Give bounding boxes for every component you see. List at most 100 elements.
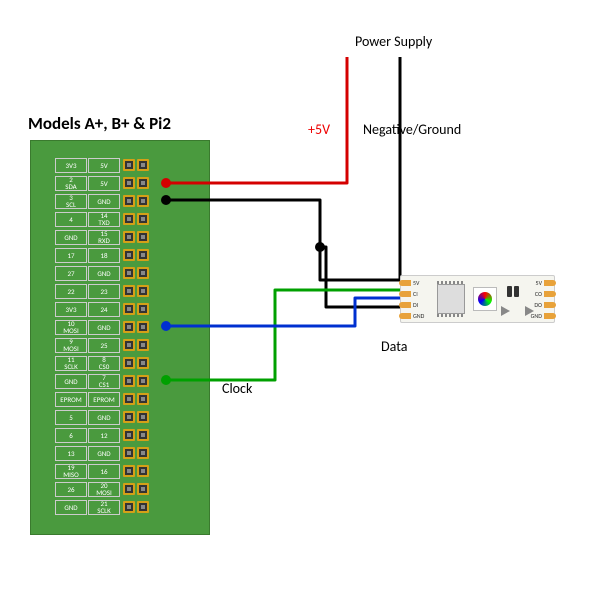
gpio-pin-row: 414 TXD (55, 210, 149, 228)
pin-hole (137, 303, 149, 315)
pin-label-right: 21 SCLK (88, 500, 120, 515)
pin-label-left: 11 SCLK (55, 356, 87, 371)
direction-arrow-icon (525, 306, 534, 316)
pin-label-right: 7 CS1 (88, 374, 120, 389)
gpio-pin-row: 2 SDA5V (55, 174, 149, 192)
pin-label-right: 24 (88, 302, 120, 317)
gpio-pin-rows: 3V35V2 SDA5V3 SCLGND414 TXDGND15 RXD1718… (55, 156, 149, 516)
strip-output-pad (544, 280, 556, 286)
gpio-pin-row: EPROMEPROM (55, 390, 149, 408)
pin-hole (137, 501, 149, 513)
pin-label-left: 4 (55, 212, 87, 227)
pin-hole (137, 321, 149, 333)
pin-label-right: 5V (88, 176, 120, 191)
pin-label-right: 5V (88, 158, 120, 173)
pin-label-right: GND (88, 446, 120, 461)
pin-hole (137, 465, 149, 477)
pin-label-right: 25 (88, 338, 120, 353)
gpio-pin-row: 27GND (55, 264, 149, 282)
label-clock: Clock (222, 380, 252, 397)
strip-output-pad (544, 313, 556, 319)
pin-label-left: 2 SDA (55, 176, 87, 191)
pin-label-left: 26 (55, 482, 87, 497)
pin-label-right: 18 (88, 248, 120, 263)
pin-hole (137, 213, 149, 225)
pin-label-right: 15 RXD (88, 230, 120, 245)
pin-hole (123, 177, 135, 189)
pin-hole (137, 447, 149, 459)
pin-label-right: GND (88, 410, 120, 425)
strip-output-pad (544, 291, 556, 297)
strip-pad-label: DI (413, 301, 418, 309)
connection-node (161, 321, 171, 331)
strip-input-pad (399, 291, 411, 297)
pin-label-left: GND (55, 230, 87, 245)
pin-hole (137, 393, 149, 405)
pin-label-left: 27 (55, 266, 87, 281)
pin-hole (123, 285, 135, 297)
capacitor (507, 286, 512, 297)
pin-hole (137, 411, 149, 423)
pin-label-left: 10 MOSI (55, 320, 87, 335)
pin-hole (123, 393, 135, 405)
label-power-supply: Power Supply (355, 33, 432, 50)
title: Models A+, B+ & Pi2 (28, 113, 171, 134)
rgb-led (473, 287, 497, 311)
gpio-pin-row: 10 MOSIGND (55, 318, 149, 336)
pin-hole (123, 231, 135, 243)
connection-node (315, 242, 325, 252)
gpio-pin-row: GND7 CS1 (55, 372, 149, 390)
pin-hole (123, 357, 135, 369)
pin-label-left: 9 MOSI (55, 338, 87, 353)
pin-label-right: 20 MOSI (88, 482, 120, 497)
pin-hole (137, 267, 149, 279)
gpio-pin-row: 3V324 (55, 300, 149, 318)
connection-node (161, 178, 171, 188)
gpio-pin-row: 2620 MOSI (55, 480, 149, 498)
strip-pad-label: 5V (536, 279, 542, 287)
pin-hole (137, 429, 149, 441)
pin-hole (137, 483, 149, 495)
pin-label-right: 14 TXD (88, 212, 120, 227)
pin-label-left: 19 MISO (55, 464, 87, 479)
gpio-pin-row: 5GND (55, 408, 149, 426)
gpio-pin-row: 11 SCLK8 CS0 (55, 354, 149, 372)
pin-label-right: 8 CS0 (88, 356, 120, 371)
strip-input-pad (399, 302, 411, 308)
pin-hole (123, 429, 135, 441)
pin-hole (137, 249, 149, 261)
pin-label-left: 3 SCL (55, 194, 87, 209)
pin-label-left: 13 (55, 446, 87, 461)
gpio-pin-row: 1718 (55, 246, 149, 264)
pin-label-left: 17 (55, 248, 87, 263)
strip-pad-label: CI (413, 290, 418, 298)
pin-label-left: GND (55, 500, 87, 515)
pin-hole (123, 159, 135, 171)
pin-label-right: 23 (88, 284, 120, 299)
pin-label-right: GND (88, 320, 120, 335)
pin-hole (137, 339, 149, 351)
pin-label-right: EPROM (88, 392, 120, 407)
pin-hole (123, 249, 135, 261)
capacitor (514, 286, 519, 297)
pin-label-right: GND (88, 194, 120, 209)
pin-hole (137, 231, 149, 243)
pin-label-left: EPROM (55, 392, 87, 407)
strip-pad-label: CO (535, 290, 542, 298)
pin-hole (137, 375, 149, 387)
gpio-pin-row: 19 MISO16 (55, 462, 149, 480)
strip-pad-label: 5V (413, 279, 419, 287)
gpio-pin-row: 3V35V (55, 156, 149, 174)
pin-label-right: 16 (88, 464, 120, 479)
pin-hole (123, 339, 135, 351)
pin-hole (137, 285, 149, 297)
pin-label-right: GND (88, 266, 120, 281)
strip-pad-label: GND (413, 312, 424, 320)
strip-input-pad (399, 280, 411, 286)
strip-output-pad (544, 302, 556, 308)
pin-hole (123, 303, 135, 315)
gpio-pin-row: GND21 SCLK (55, 498, 149, 516)
label-5v: +5V (308, 121, 330, 138)
gpio-pin-row: GND15 RXD (55, 228, 149, 246)
connection-node (161, 195, 171, 205)
